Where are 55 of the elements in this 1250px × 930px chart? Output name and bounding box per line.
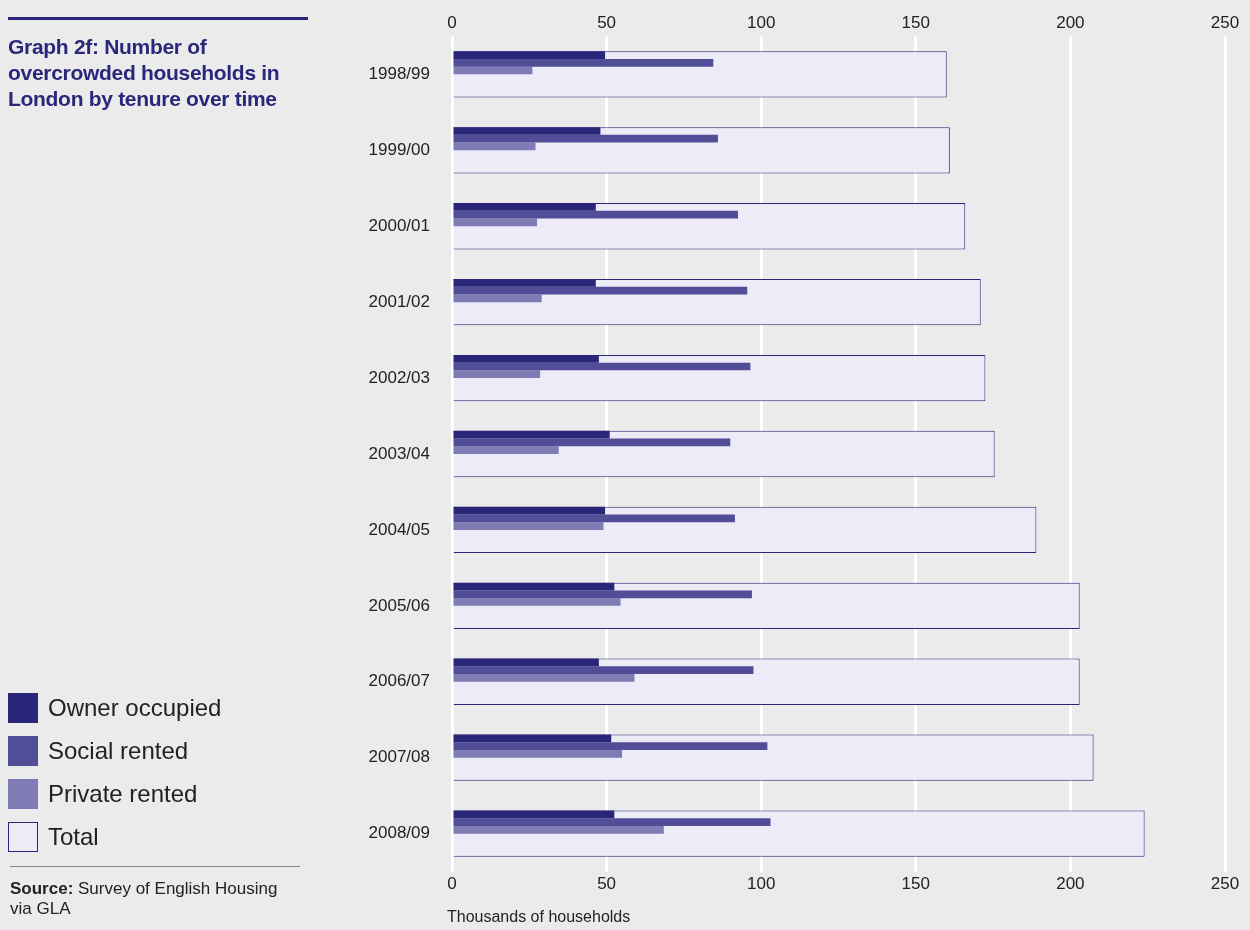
x-tick-label: 250 [1210, 12, 1240, 32]
bar [453, 674, 635, 682]
bar [453, 142, 536, 151]
y-tick-label: 2002/03 [368, 367, 430, 387]
y-tick-label: 2005/06 [368, 595, 430, 615]
bar [453, 134, 718, 143]
bar [453, 446, 559, 454]
legend-label: Private rented [48, 779, 198, 808]
bar [453, 590, 752, 599]
y-tick-label: 1998/99 [368, 64, 430, 84]
bar [453, 598, 621, 606]
y-tick-label: 2000/01 [368, 215, 430, 235]
bar [453, 362, 751, 371]
y-tick-label: 2006/07 [368, 671, 430, 691]
y-tick-label: 2001/02 [368, 291, 430, 311]
x2-tick-label: 50 [597, 874, 617, 894]
x-tick-label: 150 [901, 12, 930, 32]
x2-tick-label: 250 [1210, 874, 1240, 894]
bar [453, 286, 748, 295]
y-tick-label: 2003/04 [368, 443, 430, 463]
bar [453, 370, 541, 379]
bar [453, 294, 542, 303]
bar [453, 51, 606, 59]
y-tick-label: 1999/00 [368, 139, 430, 159]
legend-label: Total [48, 822, 99, 851]
y-tick-label: 2008/09 [368, 823, 430, 843]
bar [453, 810, 615, 819]
bar [453, 514, 735, 523]
text: Graph 2f: Number of overcrowded households in London by tenure over time [8, 17, 308, 112]
bar [453, 749, 623, 758]
x-tick-label: 100 [747, 12, 776, 32]
bar [453, 438, 731, 447]
bar [453, 522, 604, 530]
bar [453, 742, 768, 750]
x-axis-title: Thousands of households [447, 908, 631, 926]
x-tick-label: 0 [447, 12, 457, 32]
source-note: Source: Survey of English Housing via GLA [10, 879, 279, 919]
x-tick-label: 50 [597, 12, 617, 32]
bar [453, 58, 714, 67]
x2-tick-label: 0 [447, 874, 457, 894]
x2-tick-label: 200 [1056, 874, 1085, 894]
bar [453, 127, 601, 135]
legend-label: Social rented [48, 736, 189, 765]
legend-label: Owner occupied [48, 693, 222, 722]
bar [453, 818, 771, 826]
x2-tick-label: 150 [901, 874, 930, 894]
x-tick-label: 200 [1056, 12, 1085, 32]
bar [453, 666, 754, 675]
bar [453, 66, 533, 75]
bar [453, 825, 664, 834]
bar [453, 210, 739, 219]
y-tick-label: 2007/08 [368, 747, 430, 767]
y-tick-label: 2004/05 [368, 519, 430, 539]
x2-tick-label: 100 [747, 874, 776, 894]
bar [453, 218, 538, 227]
